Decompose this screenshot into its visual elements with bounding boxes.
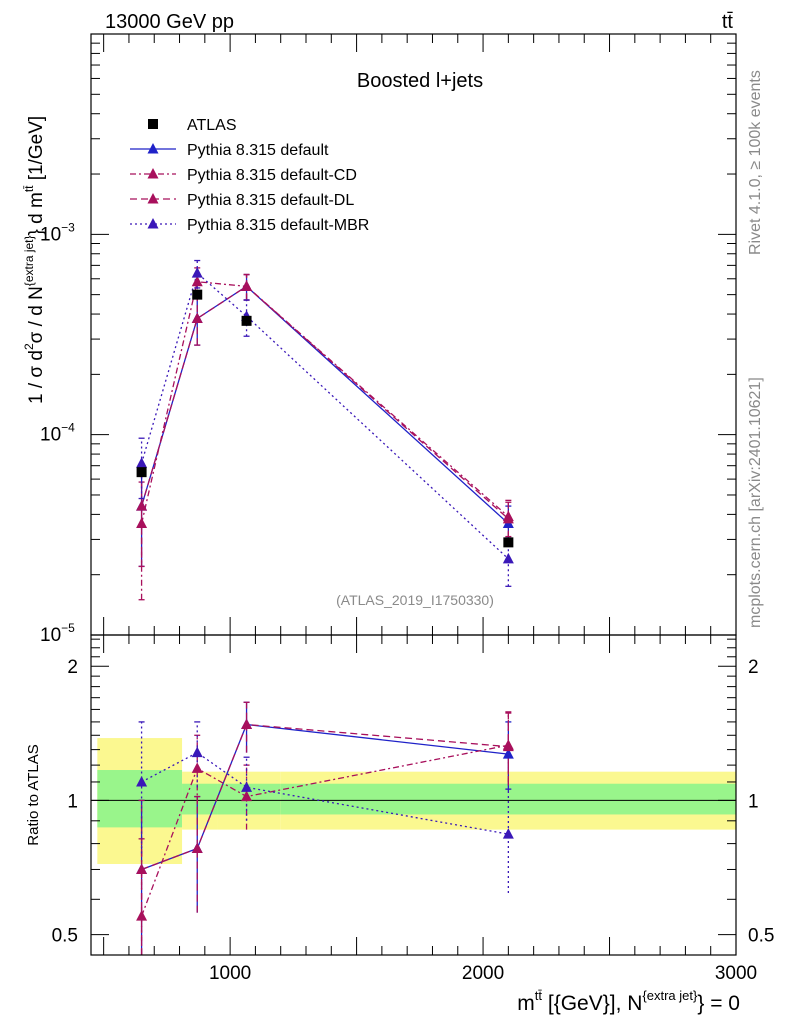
series-4-ratio-line — [141, 751, 509, 835]
series-4-main-point — [502, 552, 514, 564]
header-process-label: tt̄ — [722, 11, 734, 33]
atlas-data-point — [241, 315, 252, 326]
series-2-ratio-point — [191, 762, 203, 773]
ylabel-part-c: } d m — [26, 192, 47, 235]
series-2-ratio-point — [136, 910, 148, 921]
main-series-lines — [140, 272, 509, 560]
series-4-ratio-point — [136, 775, 148, 787]
chart-title: Boosted l+jets — [357, 70, 483, 92]
legend-marker-3 — [147, 193, 159, 204]
x-tick-label: 2000 — [462, 963, 504, 984]
ratio-y-axis-label: Ratio to ATLAS — [25, 744, 42, 845]
ratio-frame — [90, 634, 737, 956]
ylabel-sup-1: 2 — [22, 343, 36, 350]
series-1-ratio-point — [502, 748, 514, 759]
main-y-axis-label: 1 / σ d2σ / d N{extra jet}} d mtt̄ [1/Ge… — [22, 116, 47, 404]
ratio-y-tick-label-left: 0.5 — [52, 926, 78, 947]
ratio-band-inner — [97, 770, 183, 828]
legend-label-1: Pythia 8.315 default — [187, 142, 329, 159]
header-energy-label: 13000 GeV pp — [105, 11, 234, 33]
ratio-y-tick-label-right: 0.5 — [748, 926, 774, 947]
x-axis-label: mtt̄ [{GeV}], N{extra jet}} = 0 — [517, 988, 740, 1015]
y-tick-label-main: 10−5 — [40, 621, 75, 646]
main-markers — [136, 267, 514, 564]
analysis-id-label: (ATLAS_2019_I1750330) — [336, 592, 494, 608]
ratio-band-inner — [182, 783, 218, 815]
ratio-axes: 1000 2000 3000 0.5 0.5 1 1 2 2 — [52, 634, 774, 984]
xlabel-mid: [{GeV}], N — [542, 992, 642, 1015]
series-2-main-point — [136, 517, 148, 529]
series-3-ratio-point — [136, 863, 148, 874]
atlas-data-point — [503, 537, 514, 548]
x-tick-label: 3000 — [715, 963, 757, 984]
series-3-ratio-point — [241, 718, 253, 730]
xlabel-main: m — [517, 992, 535, 1015]
xlabel-sup-1: tt̄ — [535, 988, 543, 1003]
legend-label-4: Pythia 8.315 default-MBR — [187, 217, 369, 234]
ylabel-part-b: σ / d N — [26, 286, 47, 343]
legend-marker-2 — [147, 168, 159, 179]
series-3-ratio-point — [191, 842, 203, 854]
series-2-main-point — [191, 275, 203, 287]
series-4-ratio-point — [191, 746, 203, 758]
y-tick-label-main: 10−4 — [40, 421, 75, 446]
series-3-main-point — [191, 312, 203, 324]
series-3-ratio-point — [502, 740, 514, 752]
atlas-data-point — [136, 467, 147, 478]
xlabel-end: } = 0 — [697, 992, 740, 1015]
atlas-data-point — [192, 289, 203, 300]
series-4-main-line — [140, 272, 509, 560]
ratio-series-lines — [140, 723, 509, 917]
ylabel-sup-2: {extra jet} — [22, 235, 36, 286]
main-error-bars — [138, 259, 512, 601]
series-3-main-line — [140, 285, 509, 520]
legend-label-3: Pythia 8.315 default-DL — [187, 192, 354, 209]
ylabel-part-d: [1/GeV] — [26, 116, 47, 186]
legend: ATLAS Pythia 8.315 default Pythia 8.315 de… — [130, 117, 369, 234]
series-3-ratio-line — [141, 723, 509, 871]
ratio-y-tick-label-left: 2 — [67, 657, 78, 678]
series-4-ratio-point — [502, 828, 514, 839]
ratio-panel: 1000 2000 3000 0.5 0.5 1 1 2 2 — [52, 634, 774, 984]
legend-marker-atlas — [148, 119, 158, 129]
series-4-ratio-point — [241, 781, 253, 792]
series-3-main-point — [241, 280, 253, 291]
ratio-y-tick-label-left: 1 — [67, 791, 78, 812]
xlabel-sup-2: {extra jet} — [642, 988, 698, 1003]
series-3-main-point — [136, 500, 148, 511]
rivet-version-label: Rivet 4.1.0, ≥ 100k events — [747, 70, 764, 255]
main-axes: 10−5 10−4 10−3 — [40, 33, 737, 646]
series-4-main-point — [191, 267, 203, 278]
legend-marker-4 — [147, 218, 159, 229]
ylabel-part-a: 1 / σ d — [26, 350, 47, 404]
series-3-main-point — [502, 512, 514, 524]
series-2-main-line — [140, 281, 509, 524]
y-tick-label-main: 10−3 — [40, 220, 75, 245]
ylabel-sup-3: tt̄ — [22, 185, 36, 192]
ratio-bands — [91, 738, 736, 865]
x-tick-label: 1000 — [209, 963, 251, 984]
legend-label-2: Pythia 8.315 default-CD — [187, 167, 357, 184]
mcplots-source-label: mcplots.cern.ch [arXiv:2401.10621] — [747, 377, 764, 628]
series-2-ratio-point — [241, 790, 253, 802]
legend-label-0: ATLAS — [187, 117, 237, 134]
ratio-y-tick-label-right: 1 — [748, 791, 759, 812]
series-4-main-point — [136, 457, 148, 468]
legend-marker-1 — [147, 143, 159, 154]
main-panel: 10−5 10−4 10−3 Boosted l+jets (ATLAS_2019_… — [40, 33, 737, 646]
ratio-y-tick-label-right: 2 — [748, 657, 759, 678]
series-2-ratio-line — [140, 744, 509, 917]
ratio-markers — [136, 718, 514, 921]
